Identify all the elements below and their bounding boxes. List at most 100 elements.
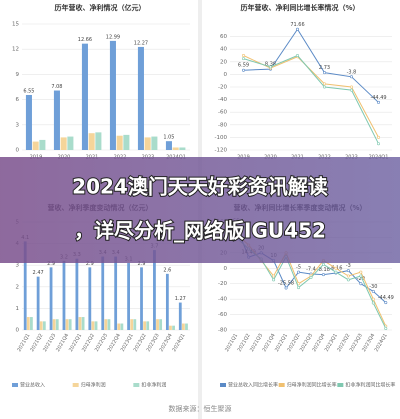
y-tick-label: -20 bbox=[218, 281, 227, 287]
point bbox=[349, 85, 353, 89]
bar bbox=[88, 133, 95, 150]
point bbox=[284, 286, 288, 290]
point bbox=[359, 270, 363, 274]
point bbox=[268, 65, 272, 69]
y-tick-label: 12 bbox=[12, 47, 19, 53]
data-label: -30 bbox=[369, 284, 377, 290]
point bbox=[371, 289, 375, 293]
bar bbox=[144, 137, 151, 150]
bar bbox=[88, 267, 92, 330]
data-label: 2.6 bbox=[163, 267, 171, 273]
bar bbox=[95, 132, 102, 150]
y-tick-label: -20 bbox=[218, 85, 227, 91]
bar bbox=[137, 46, 144, 150]
y-tick-label: -40 bbox=[218, 297, 227, 303]
point bbox=[346, 269, 350, 273]
bar bbox=[143, 321, 147, 330]
bar bbox=[109, 40, 116, 150]
bar bbox=[55, 319, 59, 330]
y-tick-label: -80 bbox=[218, 122, 227, 128]
point bbox=[334, 270, 338, 274]
bar bbox=[151, 136, 158, 150]
data-label: 71.66 bbox=[290, 22, 304, 28]
point bbox=[309, 276, 313, 280]
point bbox=[334, 266, 338, 270]
bar bbox=[81, 43, 88, 150]
data-label: 2.9 bbox=[86, 261, 94, 267]
bar bbox=[65, 319, 69, 330]
bar bbox=[49, 267, 53, 330]
bar bbox=[104, 319, 108, 330]
point bbox=[295, 53, 299, 57]
point bbox=[349, 75, 353, 79]
legend-label: 归母净利润 bbox=[81, 382, 106, 389]
point bbox=[359, 282, 363, 286]
point bbox=[322, 85, 326, 89]
data-label: 12.99 bbox=[106, 34, 120, 40]
y-tick-label: 1 bbox=[16, 306, 20, 312]
data-label: 12.27 bbox=[134, 40, 148, 46]
point bbox=[321, 262, 325, 266]
point bbox=[272, 274, 276, 278]
legend-label: 扣非净利润 bbox=[141, 382, 166, 389]
line bbox=[243, 28, 379, 103]
bar bbox=[114, 256, 118, 330]
bar bbox=[130, 319, 134, 330]
point bbox=[346, 274, 350, 278]
bar bbox=[169, 325, 172, 330]
data-label: 2.9 bbox=[138, 261, 146, 267]
line bbox=[243, 55, 379, 138]
y-tick-label: -60 bbox=[218, 110, 227, 116]
bar bbox=[159, 319, 163, 330]
legend-label: 营业总收入 bbox=[20, 382, 45, 389]
bar bbox=[67, 136, 74, 150]
bar bbox=[165, 141, 172, 150]
data-label: -5 bbox=[296, 265, 301, 271]
point bbox=[384, 326, 388, 330]
y-tick-label: 6 bbox=[16, 97, 20, 103]
legend-swatch bbox=[278, 383, 285, 387]
y-tick-label: 3 bbox=[16, 122, 20, 128]
bar bbox=[42, 321, 46, 330]
bar bbox=[23, 241, 27, 330]
bar bbox=[172, 147, 179, 150]
bar bbox=[146, 321, 150, 330]
data-label: -7.4 bbox=[306, 266, 316, 272]
y-tick-label: 20 bbox=[220, 59, 227, 65]
bar bbox=[25, 94, 32, 150]
bar bbox=[78, 317, 82, 330]
bar bbox=[172, 325, 175, 330]
bar bbox=[156, 319, 159, 330]
point bbox=[297, 286, 301, 290]
data-label: -44.49 bbox=[370, 95, 386, 101]
y-tick-label: 40 bbox=[220, 47, 227, 53]
bar bbox=[39, 321, 43, 330]
data-label: -20 bbox=[357, 276, 365, 282]
bar bbox=[62, 260, 66, 330]
data-label: -25.58 bbox=[278, 281, 294, 287]
bar bbox=[123, 134, 130, 150]
bar bbox=[178, 302, 182, 330]
point bbox=[272, 278, 276, 282]
y-tick-label: 9 bbox=[16, 72, 20, 78]
point bbox=[349, 88, 353, 92]
bar bbox=[165, 273, 169, 330]
data-label: 7.08 bbox=[51, 84, 62, 90]
legend-label: 营业总收入同比增长率 bbox=[228, 382, 278, 389]
bar bbox=[30, 317, 33, 330]
point bbox=[242, 68, 246, 72]
bar bbox=[94, 321, 98, 330]
point bbox=[346, 278, 350, 282]
y-tick-label: -100 bbox=[215, 135, 228, 141]
legend-swatch bbox=[12, 383, 18, 387]
footer: 数据来源：恒生聚源 bbox=[169, 404, 232, 413]
data-label: 1.27 bbox=[175, 296, 186, 302]
legend-swatch bbox=[72, 383, 79, 387]
bar bbox=[91, 321, 95, 330]
y-tick-label: 3 bbox=[16, 263, 20, 269]
legend-swatch bbox=[220, 383, 226, 387]
chart-title: 历年营收、净利情况（亿元） bbox=[55, 3, 146, 12]
point bbox=[242, 57, 246, 61]
